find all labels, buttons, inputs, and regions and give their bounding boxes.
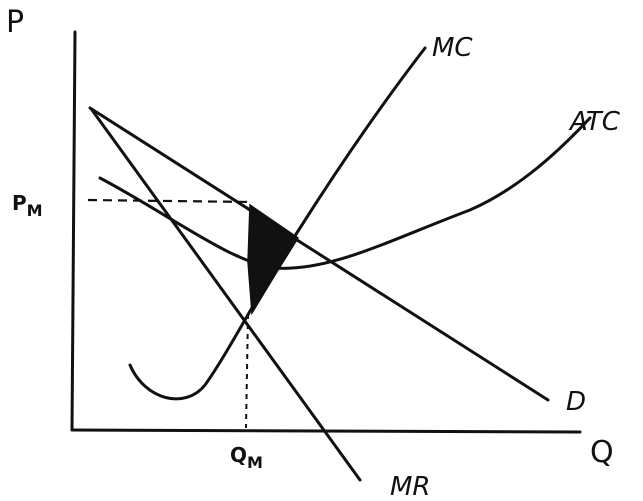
price-guide-line: [87, 198, 253, 204]
marginal-revenue-label: MR: [390, 472, 431, 501]
price-marker-sub: M: [27, 201, 43, 220]
quantity-marker-main: Q: [230, 443, 247, 467]
quantity-guide-line: [245, 313, 249, 429]
average-total-cost-curve: [98, 116, 592, 270]
x-axis-label: Q: [590, 435, 614, 470]
marginal-revenue-curve: [90, 108, 362, 482]
quantity-marker-sub: M: [247, 453, 263, 472]
y-axis-label: P: [6, 5, 24, 40]
price-marker-main: P: [12, 191, 27, 215]
average-total-cost-label: ATC: [568, 107, 621, 137]
demand-curve: [88, 106, 550, 402]
demand-label: D: [566, 387, 586, 417]
shaded-region: [247, 203, 300, 316]
y-axis: [70, 30, 77, 432]
marginal-cost-label: MC: [432, 33, 473, 63]
price-marker-label: PM: [12, 191, 43, 220]
quantity-marker-label: QM: [230, 443, 263, 472]
